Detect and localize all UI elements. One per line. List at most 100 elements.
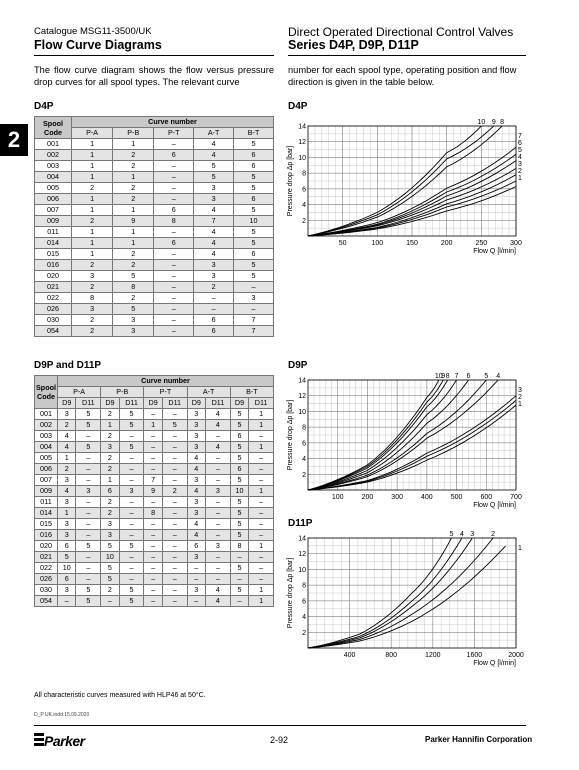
curve-number-cell: 2	[100, 507, 120, 519]
spool-code-cell: 004	[34, 171, 72, 183]
curve-number-cell: –	[75, 452, 102, 464]
curve-9	[307, 379, 444, 491]
spool-code-cell: 026	[34, 573, 58, 585]
spool-code-cell: 001	[34, 138, 72, 150]
curve-number-cell: –	[153, 193, 195, 205]
y-tick-label: 10	[298, 155, 306, 162]
table-row: 007 1 1 6 4 5	[34, 204, 274, 216]
curve-number-cell: 1	[248, 408, 274, 420]
col-header-b-t: B-T	[233, 127, 274, 139]
curve-label-2: 2	[491, 531, 495, 538]
spool-code-cell: 007	[34, 204, 72, 216]
curve-number-cell: –	[75, 474, 102, 486]
curve-number-cell: 1	[70, 138, 114, 150]
d4p-table-title: D4P	[34, 101, 54, 112]
curve-number-cell: 1	[112, 171, 155, 183]
curve-number-cell: 5	[229, 496, 250, 508]
curve-number-cell: –	[153, 259, 195, 271]
curve-number-cell: 6	[153, 149, 195, 161]
curve-number-cell: –	[153, 270, 195, 282]
curve-label-7: 7	[518, 133, 522, 140]
curve-number-cell: 2	[70, 281, 114, 293]
spool-code-cell: 054	[34, 325, 72, 337]
curve-number-cell: 1	[70, 237, 114, 249]
curve-number-cell: –	[161, 441, 188, 453]
curve-number-cell: –	[153, 138, 195, 150]
curve-number-cell: –	[205, 551, 231, 563]
x-axis-label: Flow Q [l/min]	[473, 660, 516, 667]
spool-code-cell: 002	[34, 149, 72, 161]
curve-number-cell: 7	[233, 325, 274, 337]
grid	[308, 379, 517, 490]
curve-number-cell: –	[205, 573, 231, 585]
curve-number-cell: –	[161, 518, 188, 530]
y-tick-label: 8	[302, 425, 306, 432]
curve-number-cell: –	[75, 551, 102, 563]
x-tick-label: 1600	[467, 652, 483, 659]
curve-number-cell: 5	[193, 160, 235, 172]
curve-number-cell: 5	[233, 182, 274, 194]
curve-number-cell: 5	[112, 270, 155, 282]
curve-number-cell: 2	[112, 160, 155, 172]
curve-number-cell: 3	[75, 485, 102, 497]
curve-number-cell: 6	[56, 573, 77, 585]
table-row: 021 2 8–2–	[34, 281, 274, 293]
curve-number-cell: 5	[193, 171, 235, 183]
spool-code-cell: 011	[34, 226, 72, 238]
spool-code-cell: 003	[34, 160, 72, 172]
spool-code-cell: 030	[34, 584, 58, 596]
col-header-p-t: P-T	[143, 386, 188, 398]
parker-logo-mark-icon	[34, 733, 44, 749]
curve-number-cell: 4	[193, 138, 235, 150]
x-tick-label: 100	[332, 494, 344, 501]
curve-number-cell: –	[153, 281, 195, 293]
spool-code-cell: 005	[34, 182, 72, 194]
curve-number-cell: 4	[186, 518, 207, 530]
curve-number-cell: –	[75, 430, 102, 442]
curve-number-cell: 2	[112, 149, 155, 161]
spool-code-cell: 020	[34, 540, 58, 552]
curve-number-cell: –	[118, 507, 145, 519]
curve-number-cell: –	[161, 529, 188, 541]
curve-number-cell: –	[153, 171, 195, 183]
curve-number-cell: 5	[233, 171, 274, 183]
curve-number-cell: 2	[193, 281, 235, 293]
spool-code-cell: 001	[34, 408, 58, 420]
plot-frame	[307, 537, 517, 649]
table-row: 005 2 2–3 5	[34, 182, 274, 194]
curve-number-cell: 5	[229, 441, 250, 453]
curve-number-cell: 5	[233, 237, 274, 249]
curve-4	[307, 379, 499, 491]
curve-number-cell: 3	[112, 325, 155, 337]
curve-number-cell: –	[161, 507, 188, 519]
curve-number-cell: 5	[100, 562, 120, 574]
table-row: 001 3 5 2 5– –3 4 5 1	[34, 408, 274, 420]
curve-number-cell: 5	[229, 419, 250, 431]
curve-number-cell: 2	[70, 259, 114, 271]
table-row: 001 1 1–4 5	[34, 138, 274, 150]
curve-number-cell: 5	[229, 584, 250, 596]
curve-number-cell: –	[161, 474, 188, 486]
curve-number-cell: 1	[112, 138, 155, 150]
x-tick-label: 200	[441, 240, 453, 247]
curve-number-cell: –	[233, 303, 274, 315]
curve-number-cell: 3	[205, 540, 231, 552]
curve-number-cell: 3	[193, 270, 235, 282]
curve-number-cell: –	[229, 551, 250, 563]
curve-number-cell: 4	[193, 204, 235, 216]
curve-number-cell: –	[229, 573, 250, 585]
curve-number-cell: 8	[70, 292, 114, 304]
curve-number-cell: 3	[193, 259, 235, 271]
curve-number-cell: –	[143, 441, 163, 453]
curve-number-cell: –	[143, 496, 163, 508]
spool-code-cell: 022	[34, 292, 72, 304]
spool-code-cell: 006	[34, 463, 58, 475]
curve-number-cell: 3	[186, 507, 207, 519]
x-tick-label: 600	[480, 494, 492, 501]
spool-code-cell: 016	[34, 529, 58, 541]
col-header-p-a: P-A	[56, 386, 102, 398]
curve-number-cell: –	[248, 496, 274, 508]
y-tick-label: 10	[298, 567, 306, 574]
x-tick-label: 200	[362, 494, 374, 501]
